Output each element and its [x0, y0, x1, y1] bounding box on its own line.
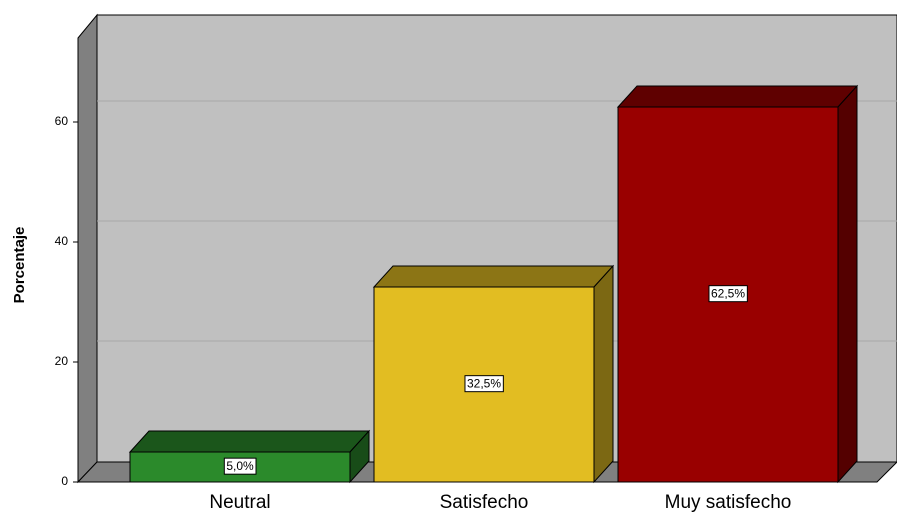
- bar: [616, 84, 859, 484]
- data-label: 62,5%: [711, 287, 745, 301]
- y-tick-label: 40: [55, 234, 69, 248]
- x-tick-label: Muy satisfecho: [665, 492, 792, 513]
- data-label-box: [464, 375, 504, 393]
- bar-top: [616, 85, 859, 108]
- x-tick-label: Neutral: [209, 492, 270, 513]
- y-tick-label: 20: [55, 354, 69, 368]
- bar-side: [837, 84, 858, 484]
- bar-top: [372, 265, 615, 288]
- data-label: 32,5%: [467, 377, 501, 391]
- y-axis-label: Porcentaje: [11, 227, 28, 304]
- bar-side: [593, 264, 614, 484]
- x-tick-label: Satisfecho: [440, 492, 529, 513]
- data-label-box: [223, 457, 257, 475]
- left-wall: [77, 13, 98, 484]
- data-label-box: [708, 285, 748, 303]
- y-tick-label: 60: [55, 114, 69, 128]
- data-label: 5,0%: [226, 459, 254, 473]
- bar-top: [128, 430, 371, 453]
- y-tick-label: 0: [61, 474, 68, 488]
- bar: [372, 264, 615, 484]
